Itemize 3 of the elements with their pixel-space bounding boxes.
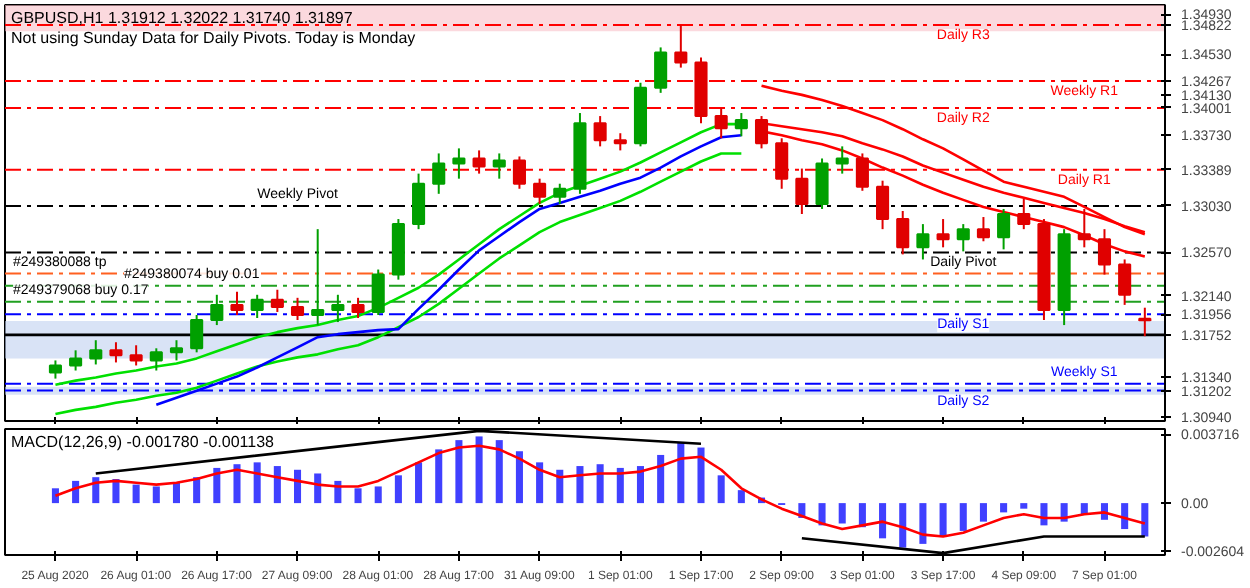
text: Not using Sunday Data for Daily Pivots. Today is Monday xyxy=(11,29,416,47)
chart-title: GBPUSD,H1 1.31912 1.32022 1.31740 1.31897 xyxy=(11,9,354,27)
chart-title: MACD(12,26,9) -0.001780 -0.001138 xyxy=(11,433,276,451)
